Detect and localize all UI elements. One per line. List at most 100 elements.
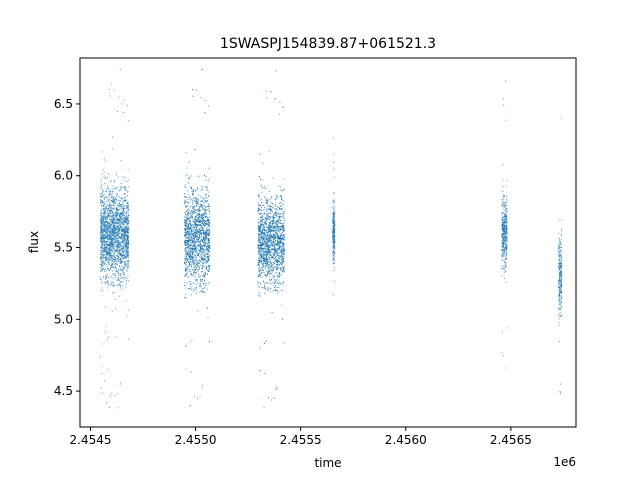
data-point bbox=[122, 214, 124, 216]
data-point bbox=[194, 196, 196, 198]
data-point bbox=[202, 219, 204, 221]
data-point bbox=[127, 254, 129, 256]
data-point bbox=[189, 217, 191, 219]
data-point bbox=[126, 228, 128, 230]
data-point bbox=[109, 249, 110, 251]
data-point bbox=[108, 227, 110, 228]
data-point bbox=[208, 238, 210, 240]
data-point bbox=[203, 259, 205, 261]
data-point bbox=[203, 252, 205, 254]
data-point bbox=[105, 275, 107, 277]
data-cluster bbox=[184, 69, 211, 407]
data-point bbox=[122, 211, 123, 213]
data-point bbox=[199, 233, 201, 235]
data-point bbox=[199, 240, 200, 242]
data-point bbox=[114, 236, 116, 238]
data-point bbox=[100, 387, 102, 389]
data-point bbox=[101, 228, 103, 230]
data-point bbox=[116, 226, 118, 228]
data-point bbox=[106, 214, 108, 216]
data-point bbox=[100, 199, 102, 201]
data-point bbox=[119, 236, 121, 238]
data-point bbox=[187, 230, 189, 232]
data-point bbox=[108, 259, 110, 261]
data-point bbox=[100, 221, 102, 223]
data-point bbox=[110, 259, 112, 261]
data-point bbox=[202, 223, 204, 225]
data-point bbox=[127, 213, 129, 215]
data-point bbox=[126, 250, 128, 252]
data-point bbox=[198, 276, 200, 277]
data-point bbox=[184, 262, 186, 264]
data-point bbox=[113, 219, 115, 221]
data-point bbox=[192, 211, 194, 213]
data-point bbox=[191, 283, 193, 284]
data-point bbox=[196, 229, 198, 231]
data-point bbox=[126, 241, 128, 243]
data-point bbox=[112, 216, 114, 218]
data-point bbox=[106, 248, 108, 250]
data-point bbox=[208, 268, 210, 270]
data-point bbox=[190, 257, 192, 259]
data-point bbox=[120, 243, 121, 245]
data-point bbox=[196, 231, 198, 232]
data-point bbox=[100, 266, 102, 268]
data-point bbox=[106, 218, 108, 220]
data-point bbox=[109, 215, 111, 217]
data-point bbox=[204, 262, 206, 264]
data-point bbox=[190, 236, 192, 237]
data-point bbox=[127, 105, 128, 107]
data-point bbox=[107, 244, 109, 246]
data-point bbox=[101, 229, 103, 231]
data-point bbox=[119, 274, 121, 276]
data-point bbox=[106, 221, 108, 223]
data-point bbox=[106, 281, 108, 283]
data-point bbox=[103, 205, 105, 206]
data-point bbox=[204, 273, 206, 275]
data-point bbox=[279, 229, 281, 230]
data-point bbox=[199, 252, 201, 254]
chart-title: 1SWASPJ154839.87+061521.3 bbox=[220, 36, 436, 52]
data-point bbox=[199, 245, 201, 247]
data-point bbox=[198, 225, 200, 227]
data-point bbox=[202, 252, 204, 254]
data-point bbox=[118, 230, 120, 232]
data-point bbox=[124, 274, 126, 275]
data-point bbox=[119, 201, 121, 203]
data-point bbox=[189, 201, 191, 203]
data-point bbox=[207, 243, 209, 245]
data-point bbox=[113, 198, 115, 200]
data-point bbox=[127, 191, 128, 193]
data-point bbox=[207, 217, 209, 219]
data-point bbox=[102, 228, 104, 230]
data-point bbox=[118, 242, 120, 244]
data-point bbox=[187, 237, 189, 239]
data-point bbox=[126, 236, 128, 238]
data-point bbox=[192, 237, 194, 239]
data-point bbox=[116, 245, 118, 247]
data-point bbox=[114, 249, 116, 251]
data-point bbox=[185, 253, 187, 255]
data-point bbox=[202, 229, 204, 231]
data-point bbox=[119, 262, 121, 264]
data-point bbox=[105, 270, 107, 272]
data-point bbox=[184, 193, 185, 195]
data-point bbox=[118, 204, 120, 206]
data-point bbox=[122, 261, 124, 263]
data-point bbox=[124, 197, 126, 199]
data-point bbox=[116, 215, 118, 217]
data-point bbox=[107, 259, 109, 260]
data-point bbox=[208, 203, 210, 205]
data-point bbox=[197, 282, 199, 284]
data-point bbox=[203, 202, 205, 203]
data-point bbox=[110, 235, 112, 236]
data-point bbox=[101, 194, 103, 196]
data-point bbox=[121, 245, 123, 247]
data-point bbox=[204, 242, 206, 244]
data-point bbox=[189, 256, 190, 258]
data-point bbox=[190, 220, 192, 222]
data-point bbox=[122, 176, 124, 178]
data-point bbox=[184, 243, 186, 245]
data-point bbox=[116, 195, 118, 197]
data-point bbox=[121, 211, 123, 213]
